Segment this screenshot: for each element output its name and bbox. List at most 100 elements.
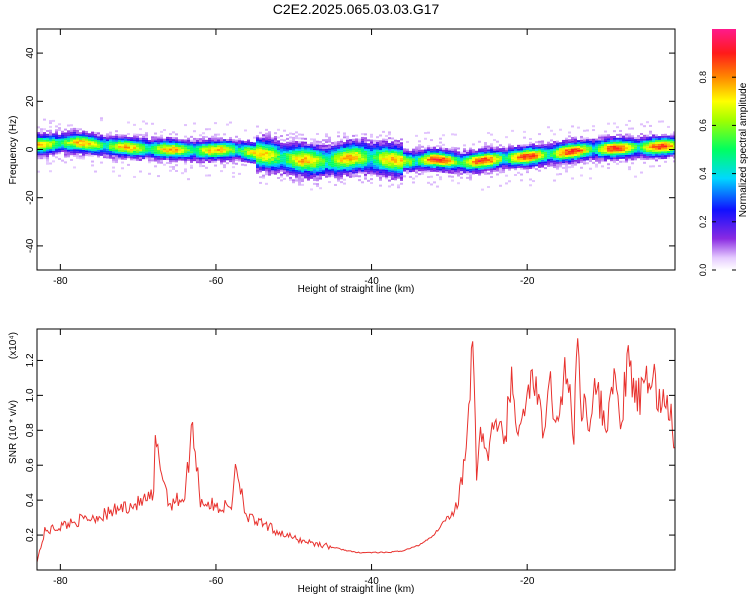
heatmap-cell [145, 155, 148, 157]
heatmap-cell [448, 168, 451, 170]
heatmap-cell [355, 167, 358, 169]
heatmap-cell [352, 168, 355, 170]
heatmap-cell [412, 158, 415, 160]
heatmap-cell [40, 151, 43, 153]
heatmap-cell [547, 149, 550, 151]
heatmap-cell [52, 147, 55, 149]
heatmap-cell [76, 147, 79, 149]
heatmap-cell [400, 177, 403, 179]
heatmap-cell [508, 151, 511, 153]
heatmap-cell [340, 146, 343, 148]
heatmap-cell [337, 170, 340, 172]
heatmap-cell [256, 158, 259, 160]
heatmap-cell [622, 136, 625, 138]
heatmap-cell [559, 129, 562, 131]
heatmap-cell [655, 155, 658, 157]
heatmap-cell [40, 134, 43, 136]
heatmap-cell [508, 169, 511, 171]
heatmap-cell [385, 141, 388, 143]
heatmap-cell [499, 160, 502, 162]
heatmap-cell [529, 144, 532, 146]
heatmap-cell [76, 143, 79, 145]
heatmap-cell [406, 164, 409, 166]
heatmap-cell [103, 141, 106, 143]
heatmap-cell [46, 142, 49, 144]
heatmap-cell [52, 155, 55, 157]
heatmap-cell [574, 137, 577, 139]
heatmap-cell [304, 161, 307, 163]
heatmap-cell [367, 166, 370, 168]
heatmap-cell [223, 141, 226, 143]
heatmap-cell [607, 134, 610, 136]
heatmap-cell [283, 166, 286, 168]
heatmap-cell [277, 148, 280, 150]
heatmap-cell [304, 167, 307, 169]
heatmap-cell [598, 148, 601, 150]
heatmap-cell [529, 153, 532, 155]
heatmap-cell [94, 151, 97, 153]
heatmap-cell [466, 177, 469, 179]
heatmap-cell [667, 136, 670, 138]
heatmap-cell [106, 133, 109, 135]
heatmap-cell [43, 119, 46, 121]
heatmap-cell [235, 153, 238, 155]
heatmap-cell [331, 165, 334, 167]
heatmap-cell [232, 166, 235, 168]
heatmap-cell [52, 149, 55, 151]
heatmap-cell [445, 156, 448, 158]
heatmap-cell [442, 169, 445, 171]
heatmap-cell [364, 160, 367, 162]
heatmap-cell [154, 140, 157, 142]
heatmap-cell [604, 134, 607, 136]
heatmap-cell [652, 165, 655, 167]
heatmap-cell [160, 139, 163, 141]
heatmap-cell [640, 152, 643, 154]
heatmap-cell [397, 161, 400, 163]
heatmap-cell [358, 156, 361, 158]
heatmap-cell [265, 171, 268, 173]
heatmap-cell [187, 138, 190, 140]
heatmap-cell [175, 143, 178, 145]
heatmap-cell [319, 143, 322, 145]
heatmap-cell [634, 154, 637, 156]
heatmap-cell [613, 142, 616, 144]
heatmap-cell [181, 139, 184, 141]
heatmap-cell [553, 141, 556, 143]
heatmap-cell [586, 149, 589, 151]
heatmap-cell [538, 145, 541, 147]
heatmap-cell [94, 140, 97, 142]
heatmap-cell [169, 152, 172, 154]
heatmap-cell [196, 148, 199, 150]
heatmap-cell [433, 152, 436, 154]
heatmap-cell [160, 137, 163, 139]
heatmap-cell [436, 159, 439, 161]
heatmap-cell [574, 154, 577, 156]
heatmap-cell [295, 147, 298, 149]
heatmap-cell [568, 153, 571, 155]
heatmap-cell [58, 139, 61, 141]
heatmap-cell [268, 133, 271, 135]
heatmap-cell [463, 154, 466, 156]
heatmap-cell [391, 166, 394, 168]
heatmap-cell [655, 157, 658, 159]
heatmap-cell [589, 160, 592, 162]
heatmap-cell [199, 134, 202, 136]
heatmap-cell [151, 140, 154, 142]
heatmap-cell [370, 143, 373, 145]
heatmap-cell [88, 137, 91, 139]
heatmap-cell [394, 149, 397, 151]
heatmap-cell [256, 172, 259, 174]
heatmap-cell [400, 154, 403, 156]
heatmap-cell [328, 139, 331, 141]
heatmap-cell [226, 124, 229, 126]
heatmap-cell [250, 152, 253, 154]
heatmap-cell [160, 150, 163, 152]
heatmap-cell [661, 134, 664, 136]
heatmap-cell [235, 142, 238, 144]
heatmap-cell [298, 157, 301, 159]
heatmap-cell [475, 155, 478, 157]
heatmap-cell [367, 164, 370, 166]
heatmap-cell [103, 152, 106, 154]
heatmap-cell [592, 162, 595, 164]
heatmap-cell [409, 159, 412, 161]
